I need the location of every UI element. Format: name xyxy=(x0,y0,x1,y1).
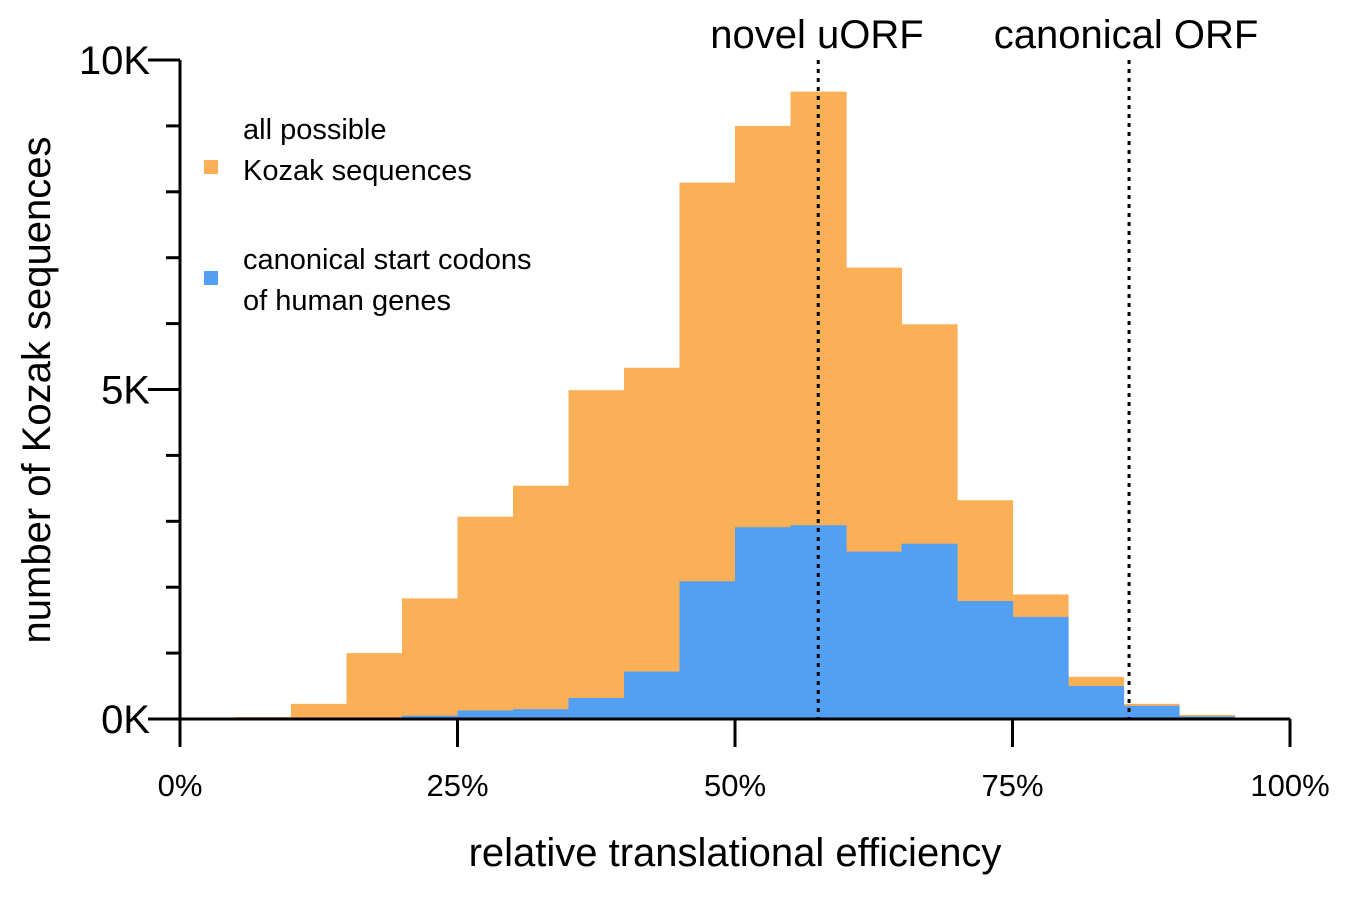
bar-canonical-start-7 xyxy=(568,697,625,719)
x-tick-label-1: 25% xyxy=(426,768,488,803)
bar-canonical-start-9 xyxy=(679,581,736,719)
y-tick-label-1: 5K xyxy=(101,369,150,413)
bar-all-kozak-2 xyxy=(291,703,348,719)
x-tick-label-4: 100% xyxy=(1250,768,1329,803)
bar-all-kozak-8 xyxy=(624,367,681,719)
series-canonical-start-bars xyxy=(346,525,1291,719)
bar-all-kozak-7 xyxy=(568,390,625,719)
bar-canonical-start-12 xyxy=(846,551,903,719)
annotation-lines xyxy=(816,60,1131,719)
annotation-novel-uorf: novel uORF xyxy=(710,13,923,57)
bar-canonical-start-10 xyxy=(735,527,792,719)
bar-canonical-start-17 xyxy=(1123,705,1180,719)
bar-canonical-start-6 xyxy=(513,709,570,719)
x-axis-label: relative translational efficiency xyxy=(469,831,1002,875)
bar-canonical-start-4 xyxy=(402,715,459,719)
legend-label-all-kozak-line1: all possible xyxy=(243,114,386,146)
legend-label-canonical-start-line2: of human genes xyxy=(243,285,451,317)
bar-all-kozak-5 xyxy=(457,516,514,719)
legend-swatch-canonical-start xyxy=(204,271,218,285)
bar-canonical-start-8 xyxy=(624,671,681,719)
legend: all possible Kozak sequences canonical s… xyxy=(204,114,532,317)
bar-canonical-start-14 xyxy=(957,601,1014,719)
bar-canonical-start-15 xyxy=(1012,616,1069,719)
y-tick-label-0: 0K xyxy=(101,698,150,742)
annotation-canonical-orf: canonical ORF xyxy=(994,13,1259,57)
legend-swatch-all-kozak xyxy=(204,160,218,174)
legend-label-all-kozak-line2: Kozak sequences xyxy=(243,155,472,187)
y-tick-label-2: 10K xyxy=(79,39,150,83)
legend-label-canonical-start-line1: canonical start codons xyxy=(243,244,532,276)
bar-canonical-start-11 xyxy=(790,525,847,719)
bar-all-kozak-6 xyxy=(513,485,570,719)
x-tick-label-0: 0% xyxy=(158,768,203,803)
x-tick-label-3: 75% xyxy=(981,768,1043,803)
x-tick-label-2: 50% xyxy=(704,768,766,803)
bar-canonical-start-16 xyxy=(1068,686,1125,719)
y-axis-label: number of Kozak sequences xyxy=(15,137,59,644)
bar-all-kozak-3 xyxy=(346,653,403,719)
bar-all-kozak-4 xyxy=(402,598,459,719)
axes: 0K 5K 10K 0% 25% 50% 75% 100% xyxy=(79,39,1330,803)
bar-canonical-start-5 xyxy=(457,710,514,719)
bar-canonical-start-13 xyxy=(901,543,958,719)
